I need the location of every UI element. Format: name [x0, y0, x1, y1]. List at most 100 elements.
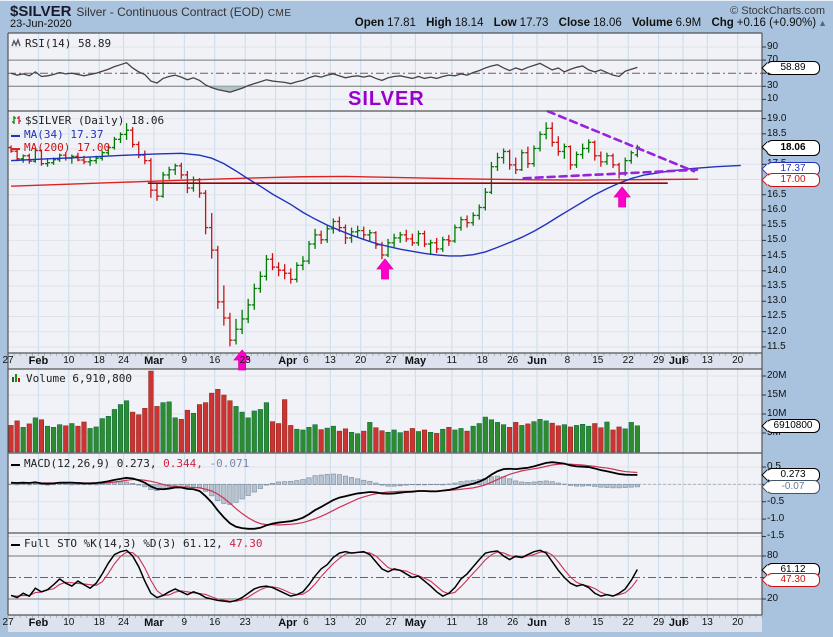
- ma34-legend: MA(34) 17.37: [11, 128, 103, 142]
- volume-legend: Volume 6,910,800: [11, 372, 132, 386]
- x-axis-label: 6: [303, 617, 309, 628]
- price-axis-tick: 16.0: [767, 204, 786, 215]
- rsi-axis-tick: 30: [767, 80, 778, 91]
- x-axis-label: 9: [182, 617, 188, 628]
- x-axis-label: 6: [683, 355, 689, 366]
- sto-legend: Full STO %K(14,3) %D(3) 61.12, 47.30: [11, 537, 262, 551]
- x-axis-label: 8: [565, 355, 571, 366]
- price-axis-tick: 15.0: [767, 234, 786, 245]
- x-axis-label: 11: [447, 355, 457, 366]
- ma200-line-icon: [11, 142, 21, 155]
- x-axis-label: Apr: [278, 617, 297, 629]
- price-axis-tick: 13.5: [767, 280, 786, 291]
- ma200-value-tag: 17.00: [766, 173, 820, 187]
- x-axis-label: 11: [447, 617, 457, 628]
- x-axis-label: Feb: [29, 617, 49, 629]
- sto-axis-tick: 20: [767, 593, 778, 604]
- macd-hist-value-tag: -0.07: [766, 480, 820, 494]
- x-axis-label: 15: [592, 617, 603, 628]
- x-axis-label: 13: [325, 355, 336, 366]
- macd-axis-tick: -1.5: [767, 530, 784, 541]
- volume-axis-tick: 10M: [767, 408, 786, 419]
- x-axis-label: 18: [94, 355, 105, 366]
- price-axis-tick: 12.5: [767, 310, 786, 321]
- x-axis-label: 26: [507, 617, 518, 628]
- rsi-indicator-icon: [11, 38, 22, 51]
- sto-d-value: 47.30: [229, 537, 262, 550]
- x-axis-label: 6: [303, 355, 309, 366]
- price-axis-tick: 16.5: [767, 189, 786, 200]
- rsi-value-tag: 58.89: [766, 61, 820, 75]
- x-axis-label: 29: [653, 617, 664, 628]
- price-axis-tick: 14.0: [767, 265, 786, 276]
- x-axis-label: 27: [386, 355, 397, 366]
- price-axis-tick: 12.0: [767, 326, 786, 337]
- rsi-axis-tick: 90: [767, 41, 778, 52]
- x-axis-label: 13: [702, 355, 713, 366]
- x-axis-label: 20: [732, 617, 743, 628]
- x-axis-label: Mar: [144, 355, 164, 367]
- x-axis-label: 24: [118, 355, 129, 366]
- x-axis-label: 22: [623, 355, 634, 366]
- x-axis-label: 15: [592, 355, 603, 366]
- sto-line-icon: [11, 538, 21, 551]
- x-axis-label: Apr: [278, 355, 297, 367]
- sto-axis-tick: 80: [767, 550, 778, 561]
- price-axis-tick: 19.0: [767, 113, 786, 124]
- x-axis-label: 8: [565, 617, 571, 628]
- x-axis-label: 18: [94, 617, 105, 628]
- volume-bars-icon: [11, 373, 23, 386]
- x-axis-label: 6: [683, 617, 689, 628]
- macd-signal-value: 0.344,: [163, 457, 203, 470]
- x-axis-label: 13: [325, 617, 336, 628]
- x-axis-label: Jun: [527, 355, 547, 367]
- x-axis-label: 16: [209, 355, 220, 366]
- x-axis-label: May: [405, 355, 426, 367]
- macd-axis-tick: -1.0: [767, 513, 784, 524]
- macd-hist-value: -0.071: [209, 457, 249, 470]
- x-axis-label: 18: [477, 355, 488, 366]
- volume-axis-tick: 15M: [767, 389, 786, 400]
- x-axis-label: 22: [623, 617, 634, 628]
- x-axis-label: 26: [507, 355, 518, 366]
- x-axis-label: Jun: [527, 617, 547, 629]
- last-price-tag: 18.06: [766, 140, 820, 156]
- x-axis-label: May: [405, 617, 426, 629]
- volume-axis-tick: 20M: [767, 370, 786, 381]
- price-axis-tick: 15.5: [767, 219, 786, 230]
- price-axis-tick: 18.5: [767, 128, 786, 139]
- macd-value: 0.273,: [117, 457, 157, 470]
- rsi-legend: RSI(14) 58.89: [11, 37, 111, 51]
- x-axis-label: 18: [477, 617, 488, 628]
- macd-legend: MACD(12,26,9) 0.273, 0.344, -0.071: [11, 457, 249, 471]
- macd-axis-tick: -0.5: [767, 496, 784, 507]
- x-axis-label: 9: [182, 355, 188, 366]
- x-axis-label: 10: [63, 617, 74, 628]
- ma200-legend: MA(200) 17.00: [11, 141, 110, 155]
- x-axis-label: 10: [63, 355, 74, 366]
- x-axis-label: 16: [209, 617, 220, 628]
- x-axis-label: 20: [355, 617, 366, 628]
- x-axis-label: 20: [355, 355, 366, 366]
- macd-line-icon: [11, 458, 21, 471]
- price-legend: $SILVER (Daily) 18.06: [11, 114, 164, 128]
- x-axis-label: 27: [386, 617, 397, 628]
- silver-annotation-text: SILVER: [348, 88, 425, 111]
- x-axis-label: 29: [653, 355, 664, 366]
- rsi-axis-tick: 10: [767, 93, 778, 104]
- x-axis-label: 20: [732, 355, 743, 366]
- x-axis-label: 13: [702, 617, 713, 628]
- price-axis-tick: 14.5: [767, 250, 786, 261]
- x-axis-label: Mar: [144, 617, 164, 629]
- sto-d-value-tag: 47.30: [766, 573, 820, 587]
- x-axis-label: Feb: [29, 355, 49, 367]
- x-axis-label: 24: [118, 617, 129, 628]
- price-bars-icon: [11, 115, 22, 128]
- x-axis-label: 27: [2, 617, 13, 628]
- price-axis-tick: 11.5: [767, 341, 786, 352]
- x-axis-label: 23: [240, 355, 251, 366]
- volume-value-tag: 6910800: [766, 419, 820, 433]
- x-axis-label: 27: [2, 355, 13, 366]
